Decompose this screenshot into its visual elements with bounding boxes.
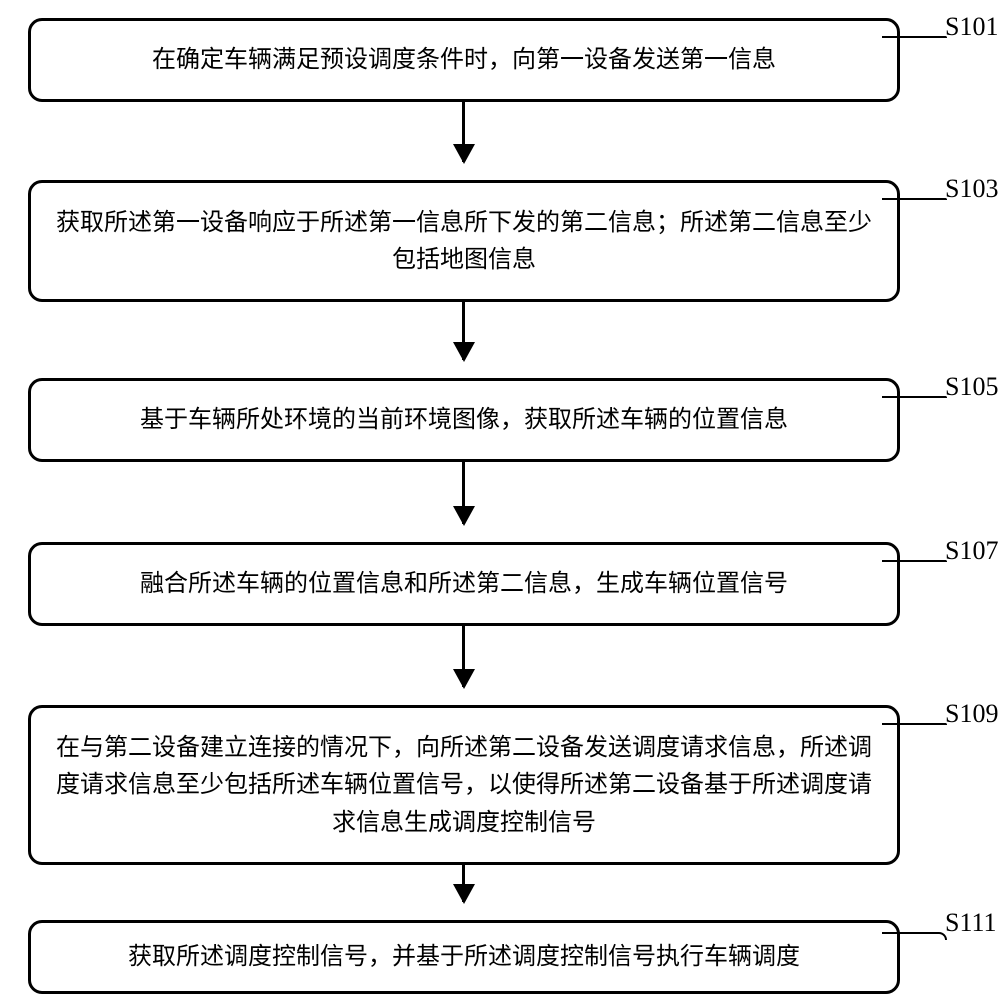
label-connector	[882, 198, 947, 200]
arrow-n5-n6	[462, 865, 465, 902]
label-connector	[882, 36, 947, 38]
arrow-n2-n3	[462, 302, 465, 360]
step-label-S105: S105	[945, 372, 998, 402]
label-connector	[882, 396, 947, 398]
flow-node-n3: 基于车辆所处环境的当前环境图像，获取所述车辆的位置信息	[28, 378, 900, 462]
flow-node-text: 获取所述调度控制信号，并基于所述调度控制信号执行车辆调度	[128, 938, 800, 975]
label-connector	[882, 723, 947, 725]
flow-node-text: 获取所述第一设备响应于所述第一信息所下发的第二信息；所述第二信息至少包括地图信息	[51, 204, 877, 278]
flow-node-text: 基于车辆所处环境的当前环境图像，获取所述车辆的位置信息	[140, 401, 788, 438]
step-label-S107: S107	[945, 536, 998, 566]
label-connector	[882, 560, 947, 562]
flow-node-n4: 融合所述车辆的位置信息和所述第二信息，生成车辆位置信号	[28, 542, 900, 626]
flow-node-n5: 在与第二设备建立连接的情况下，向所述第二设备发送调度请求信息，所述调度请求信息至…	[28, 705, 900, 865]
flow-node-text: 融合所述车辆的位置信息和所述第二信息，生成车辆位置信号	[140, 565, 788, 602]
arrow-n3-n4	[462, 462, 465, 524]
step-label-S101: S101	[945, 12, 998, 42]
flow-node-n6: 获取所述调度控制信号，并基于所述调度控制信号执行车辆调度	[28, 920, 900, 994]
arrow-n4-n5	[462, 626, 465, 687]
flow-node-n2: 获取所述第一设备响应于所述第一信息所下发的第二信息；所述第二信息至少包括地图信息	[28, 180, 900, 302]
flow-node-text: 在确定车辆满足预设调度条件时，向第一设备发送第一信息	[152, 41, 776, 78]
step-label-S103: S103	[945, 174, 998, 204]
step-label-S109: S109	[945, 699, 998, 729]
label-connector	[882, 932, 947, 940]
step-label-S111: S111	[945, 908, 997, 938]
flow-node-text: 在与第二设备建立连接的情况下，向所述第二设备发送调度请求信息，所述调度请求信息至…	[51, 729, 877, 841]
arrow-n1-n2	[462, 102, 465, 162]
flow-node-n1: 在确定车辆满足预设调度条件时，向第一设备发送第一信息	[28, 18, 900, 102]
